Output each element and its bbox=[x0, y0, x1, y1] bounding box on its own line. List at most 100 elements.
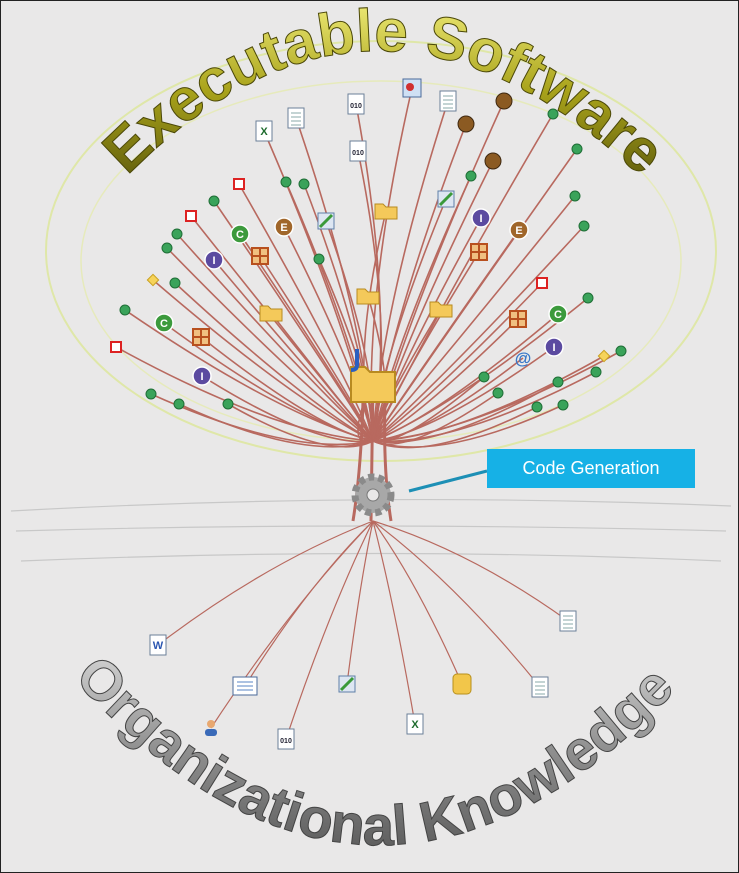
icon-dot bbox=[145, 388, 157, 400]
branch bbox=[372, 175, 472, 442]
icon-square bbox=[233, 178, 245, 190]
icon-badge bbox=[544, 337, 564, 357]
icon-page bbox=[277, 728, 295, 750]
icon-dot bbox=[478, 371, 490, 383]
icon-glyph: 010 bbox=[280, 738, 292, 745]
icon-grid-lines bbox=[471, 244, 487, 260]
icon-tool-bar bbox=[318, 213, 334, 229]
icon-dot bbox=[569, 190, 581, 202]
root bbox=[346, 520, 374, 685]
branch bbox=[372, 100, 505, 442]
root bbox=[372, 520, 416, 725]
icon-folder bbox=[356, 288, 380, 305]
icon-page bbox=[149, 634, 167, 656]
branch bbox=[213, 259, 374, 442]
icon-glyph: 010 bbox=[352, 150, 364, 157]
icon-dot bbox=[571, 143, 583, 155]
branch bbox=[372, 225, 585, 442]
icon-tool-bar bbox=[339, 676, 355, 692]
icon-glyph: X bbox=[411, 719, 419, 731]
icon-page bbox=[406, 713, 424, 735]
icon-tool-bar bbox=[438, 191, 454, 207]
icon-glyph: I bbox=[212, 255, 215, 267]
branch bbox=[372, 198, 447, 442]
icon-j bbox=[350, 349, 359, 372]
root bbox=[372, 520, 463, 685]
icon-dot bbox=[161, 242, 173, 254]
icon-dot bbox=[298, 178, 310, 190]
branch bbox=[176, 233, 374, 442]
icon-glyph: @ bbox=[515, 349, 532, 368]
icon-glyph: C bbox=[160, 318, 168, 330]
icons: X 010 010 C E I C I I E C I @ W X 010 bbox=[110, 78, 627, 750]
icon-badge bbox=[509, 220, 529, 240]
icon-glyph: I bbox=[479, 213, 482, 225]
icon-badge bbox=[154, 313, 174, 333]
root bbox=[210, 520, 374, 729]
icon-page bbox=[347, 93, 365, 115]
icon-glyph: W bbox=[153, 640, 164, 652]
icon-dot bbox=[547, 108, 559, 120]
icon-glyph: E bbox=[515, 225, 522, 237]
icon-dot bbox=[582, 292, 594, 304]
icon-badge bbox=[192, 366, 212, 386]
callout-label: Code Generation bbox=[522, 458, 660, 478]
branch bbox=[150, 393, 374, 446]
branch bbox=[227, 403, 374, 448]
icon-gear-hole bbox=[366, 488, 380, 502]
icon-dot bbox=[169, 277, 181, 289]
branch bbox=[166, 247, 374, 442]
branch bbox=[357, 150, 383, 442]
icon-grid-lines bbox=[510, 311, 526, 327]
branch bbox=[190, 215, 374, 442]
root bbox=[244, 520, 374, 687]
icon-page bbox=[349, 140, 367, 162]
branch bbox=[372, 297, 589, 442]
branch bbox=[372, 217, 482, 442]
icon-dot bbox=[171, 228, 183, 240]
icon-grid-lines bbox=[193, 329, 209, 345]
branch bbox=[259, 255, 374, 442]
root bbox=[285, 520, 374, 740]
branch bbox=[372, 113, 554, 442]
icon-badge bbox=[230, 224, 250, 244]
callout-box: Code Generation bbox=[487, 449, 695, 488]
icon-folder bbox=[374, 203, 398, 220]
icon-glyph: I bbox=[552, 342, 555, 354]
branch bbox=[178, 403, 374, 448]
foliage-outline bbox=[45, 40, 717, 462]
icon-dot bbox=[222, 398, 234, 410]
branch bbox=[238, 183, 374, 442]
branch bbox=[372, 148, 578, 442]
icon-dot bbox=[173, 398, 185, 410]
branch bbox=[372, 381, 559, 444]
branch bbox=[372, 318, 519, 442]
root bbox=[372, 520, 569, 622]
root bbox=[157, 520, 374, 646]
icon-folder bbox=[350, 366, 396, 403]
icon-glyph: C bbox=[236, 229, 244, 241]
branch bbox=[372, 100, 449, 442]
icon-glyph: C bbox=[554, 309, 562, 321]
icon-folder bbox=[259, 305, 283, 322]
branch bbox=[115, 346, 374, 442]
branch bbox=[174, 282, 374, 442]
icon-dot bbox=[313, 253, 325, 265]
icon-page bbox=[255, 120, 273, 142]
branch bbox=[201, 375, 374, 443]
branch bbox=[372, 195, 576, 442]
icon-badge bbox=[274, 217, 294, 237]
icon-badge bbox=[471, 208, 491, 228]
icon-dot bbox=[492, 387, 504, 399]
icon-ball bbox=[495, 92, 513, 110]
root bbox=[372, 520, 541, 688]
icon-square bbox=[536, 277, 548, 289]
icon-grid-lines bbox=[252, 248, 268, 264]
branch bbox=[152, 279, 374, 442]
title-bottom-path: Organizational Knowledge bbox=[64, 643, 686, 858]
callout-line bbox=[408, 469, 488, 493]
icon-user-body bbox=[205, 729, 217, 736]
icon-dot bbox=[578, 220, 590, 232]
icon-square bbox=[110, 341, 122, 353]
